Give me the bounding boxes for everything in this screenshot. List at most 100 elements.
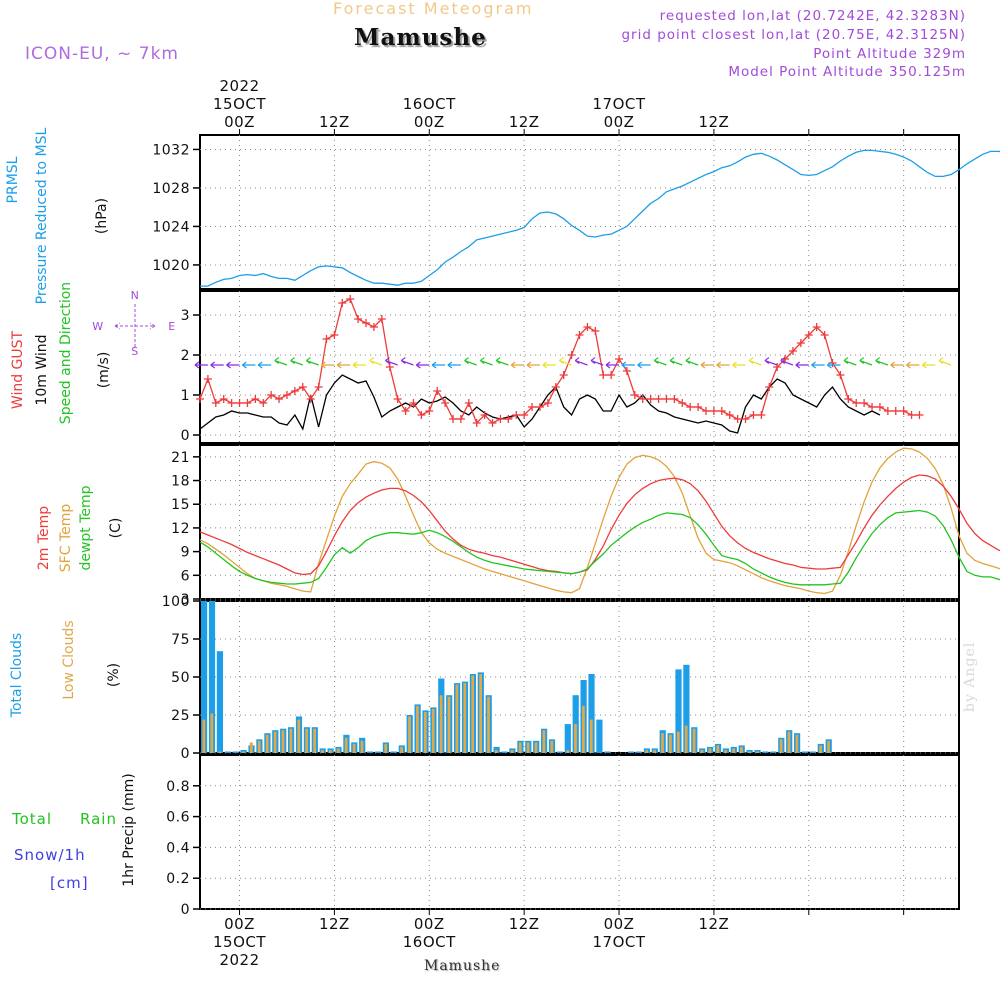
gust-marker [282,391,291,399]
precip-total-label: Total [12,810,53,828]
total-cloud-bar [224,751,231,753]
panel-frame-temperature [199,444,960,600]
total-cloud-bar [596,719,603,753]
total-cloud-bar [801,751,809,753]
x-tick-label-top: 12Z [698,113,729,131]
gust-marker [575,331,584,339]
total-cloud-bar [493,746,500,753]
wind-direction-arrow [306,357,319,366]
low-cloud-bar [716,745,720,753]
temp-2m-line [199,474,1000,576]
low-cloud-bar [732,748,735,753]
low-cloud-bar [779,739,783,753]
total-cloud-bar [208,601,216,753]
low-cloud-bar [257,740,261,753]
gust-marker [433,387,442,395]
low-cloud-bar [526,742,530,753]
precip-rain-label: Rain [80,810,117,828]
gust-marker [615,355,624,363]
low-cloud-bar [249,742,253,753]
gust-marker [298,383,307,391]
gust-marker [765,383,774,391]
gust-marker [512,411,521,419]
low-cloud-bar [589,719,593,753]
panel-frame-pressure [199,134,960,290]
wind-direction-arrow [226,361,240,369]
x-tick-label-bottom: 12Z [509,915,540,933]
y-tick-label: 3 [181,308,190,324]
y-tick-label: 21 [171,450,190,466]
wind-direction-arrow [621,361,635,369]
wind-direction-arrow [669,357,683,366]
low-cloud-bar [242,751,245,753]
gust-marker [717,407,726,415]
gust-marker [520,411,529,419]
gust-marker [488,419,497,427]
y-tick-label: 75 [171,632,190,648]
gust-marker [686,403,695,411]
total-cloud-bar [683,664,690,753]
compass-rose [114,304,156,348]
gust-marker [551,383,560,391]
point-altitude: Point Altitude 329m [813,46,966,62]
low-cloud-bar [700,750,704,753]
y-tick-label: 9 [181,545,190,561]
y-tick-label: 25 [171,708,190,724]
gust-marker [441,399,450,407]
y-tick-label: 2 [181,348,190,364]
gust-marker [385,363,394,371]
wind-direction-arrow [700,361,714,369]
requested-coords: requested lon,lat (20.7242E, 42.3283N) [659,8,966,24]
wind-direction-arrow [257,361,272,369]
gust-marker [354,315,363,323]
gust-marker [409,399,418,407]
low-cloud-bar [487,696,490,753]
gust-marker [836,371,845,379]
date-label-top: 16OCT [403,95,456,113]
y-tick-label: 0.2 [166,871,190,887]
low-cloud-bar [518,742,522,753]
gust-marker [362,319,371,327]
total-cloud-bar [374,751,382,753]
low-cloud-bar [471,675,475,753]
gust-marker [267,391,276,399]
wind-direction-arrow [605,361,620,369]
wind-direction-arrow [637,361,651,369]
wind-direction-arrow [274,357,288,366]
gust-marker [314,383,323,391]
low-cloud-bar [265,734,269,753]
low-cloud-bar [819,745,822,753]
low-cloud-bar [755,751,759,753]
date-label-bottom: 17OCT [593,933,646,951]
low-cloud-bar [479,674,482,753]
total-cloud-bar [675,669,682,753]
wind-direction-arrow [464,357,477,366]
gust-marker [203,375,212,383]
low-cloud-bar [827,740,830,753]
low-cloud-bar [202,719,206,753]
gust-marker [709,407,718,415]
date-label-top: 15OCT [213,95,266,113]
low-cloud-bar [510,750,514,753]
gust-marker [583,323,592,331]
total-cloud-bar [201,601,208,753]
wind-direction-arrow [559,357,572,366]
gust-marker [899,407,908,415]
low-cloud-bar [724,750,728,753]
y-tick-label: 1020 [152,258,190,274]
y-tick-label: 15 [171,497,190,513]
gust-marker [891,407,900,415]
total-cloud-bar [556,751,563,753]
wind-direction-arrow [875,357,889,366]
low-cloud-bar [653,750,656,753]
wind-direction-arrow [906,361,920,369]
low-cloud-bar [463,683,467,753]
gust-marker [338,299,347,307]
low-cloud-bar [408,716,411,753]
gust-marker [757,411,766,419]
gust-marker [733,415,742,423]
x-tick-label-bottom: 00Z [604,915,635,933]
wind-direction-arrow [542,361,556,369]
gust-marker [456,415,465,423]
y-tick-label: 6 [181,568,190,584]
